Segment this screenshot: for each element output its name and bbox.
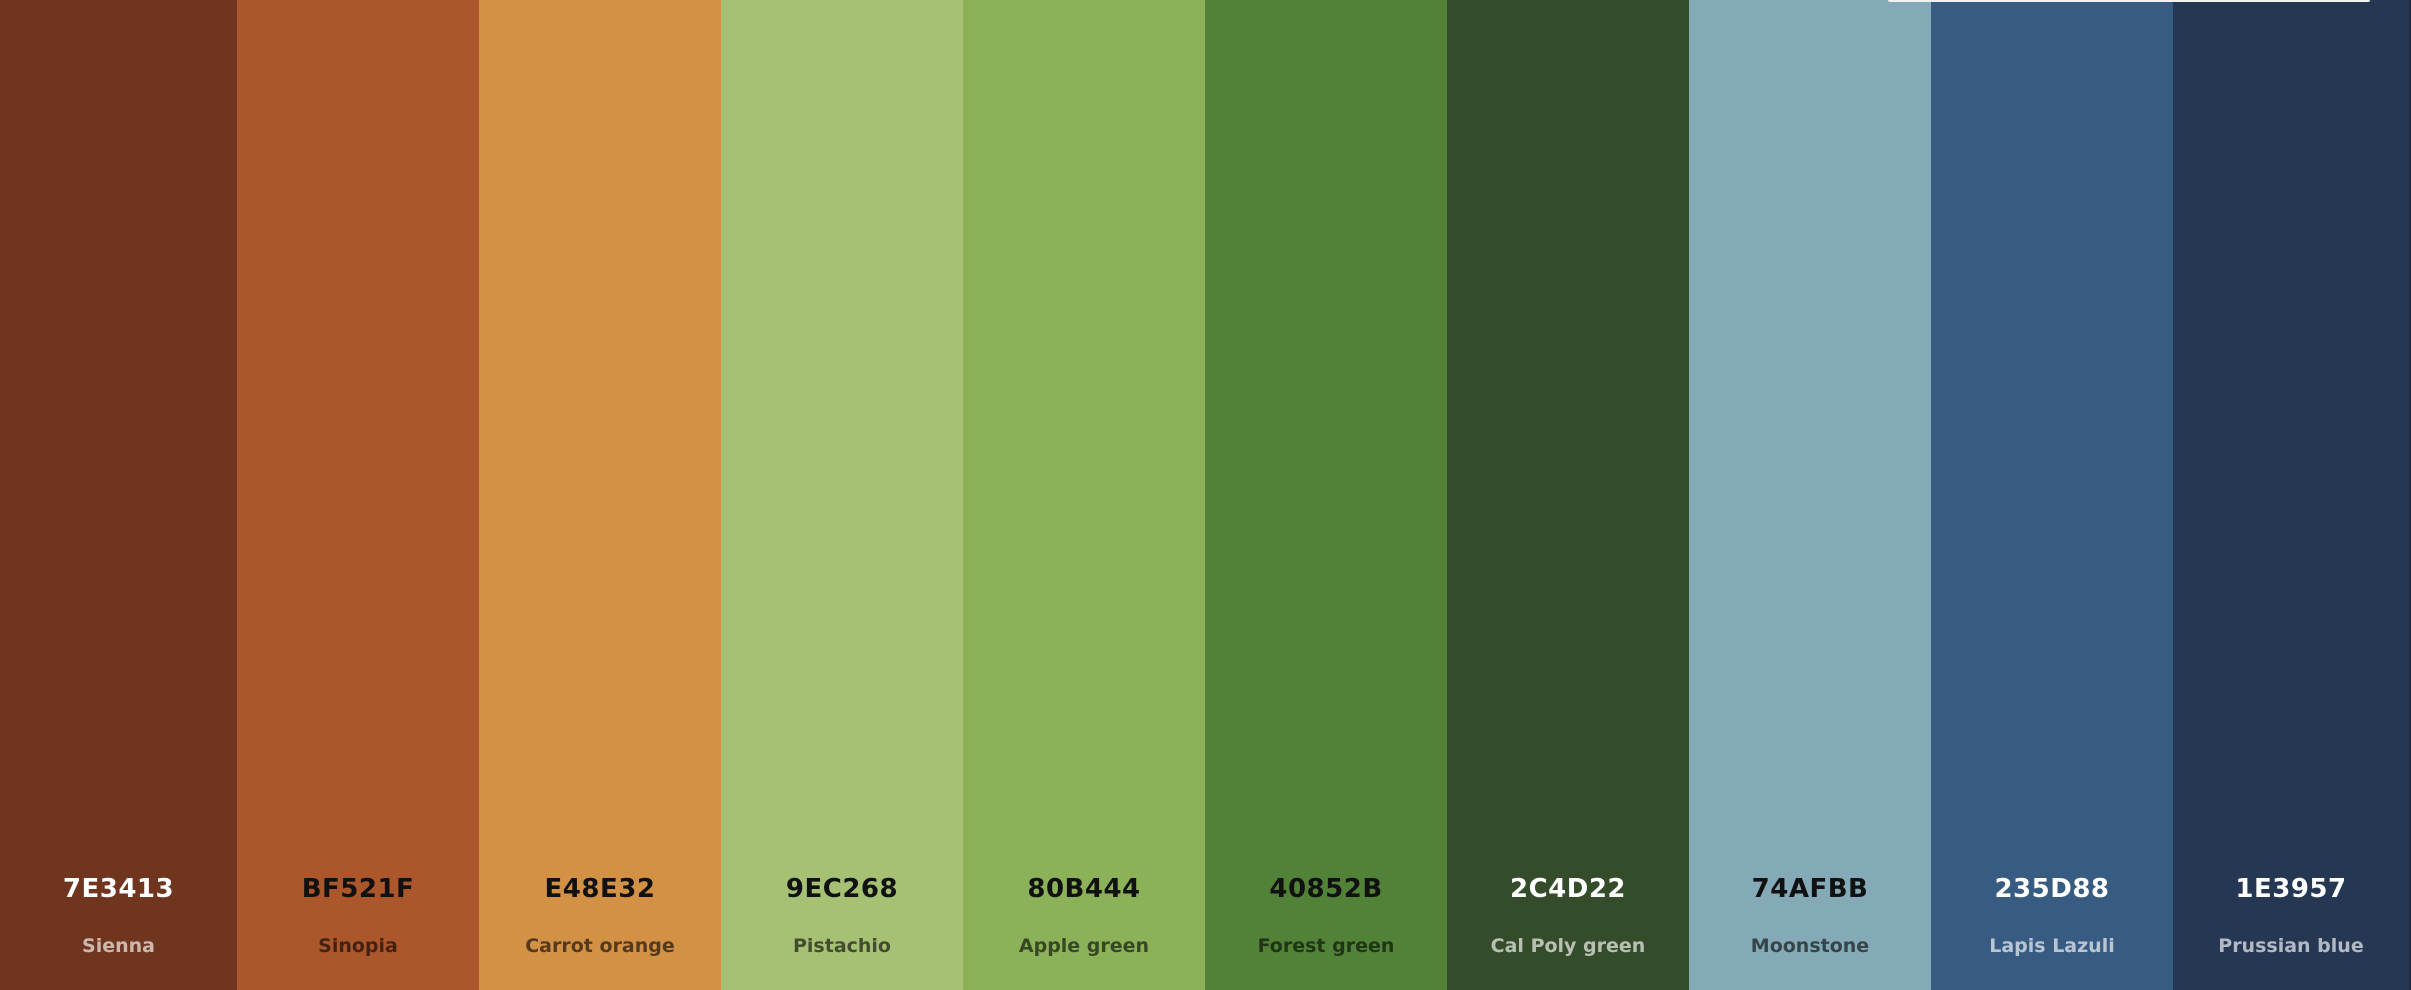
swatch-sienna[interactable]: 7E3413 Sienna [0,0,237,990]
swatch-color-name: Apple green [1018,935,1150,957]
swatch-color-name: Lapis Lazuli [1989,935,2115,957]
swatch-color-name: Prussian blue [2218,935,2364,957]
swatch-forest-green[interactable]: 40852B Forest green [1205,0,1447,990]
swatch-color-name: Carrot orange [525,935,675,957]
swatch-color-name: Sinopia [318,935,398,957]
swatch-hex-code[interactable]: 9EC268 [785,874,899,904]
swatch-hex-code[interactable]: 74AFBB [1751,874,1869,904]
swatch-hex-code[interactable]: BF521F [301,874,415,904]
swatch-color-name: Sienna [82,935,155,957]
swatch-pistachio[interactable]: 9EC268 Pistachio [721,0,963,990]
swatch-carrot-orange[interactable]: E48E32 Carrot orange [479,0,721,990]
swatch-hex-code[interactable]: 7E3413 [62,874,175,904]
swatch-hex-code[interactable]: E48E32 [544,874,656,904]
swatch-hex-code[interactable]: 80B444 [1027,874,1141,904]
swatch-hex-code[interactable]: 235D88 [1994,874,2110,904]
swatch-color-name: Pistachio [792,935,891,957]
swatch-cal-poly-green[interactable]: 2C4D22 Cal Poly green [1447,0,1689,990]
swatch-sinopia[interactable]: BF521F Sinopia [237,0,479,990]
swatch-hex-code[interactable]: 40852B [1269,874,1383,904]
swatch-hex-code[interactable]: 1E3957 [2235,874,2347,904]
swatch-moonstone[interactable]: 74AFBB Moonstone [1689,0,1931,990]
swatch-color-name: Cal Poly green [1490,935,1646,957]
swatch-hex-code[interactable]: 2C4D22 [1509,874,1627,904]
swatch-apple-green[interactable]: 80B444 Apple green [963,0,1205,990]
swatch-color-name: Moonstone [1750,935,1870,957]
swatch-prussian-blue[interactable]: 1E3957 Prussian blue [2173,0,2409,990]
swatch-color-name: Forest green [1257,935,1395,957]
top-toolbar-edge [1888,0,2370,2]
swatch-lapis-lazuli[interactable]: 235D88 Lapis Lazuli [1931,0,2173,990]
